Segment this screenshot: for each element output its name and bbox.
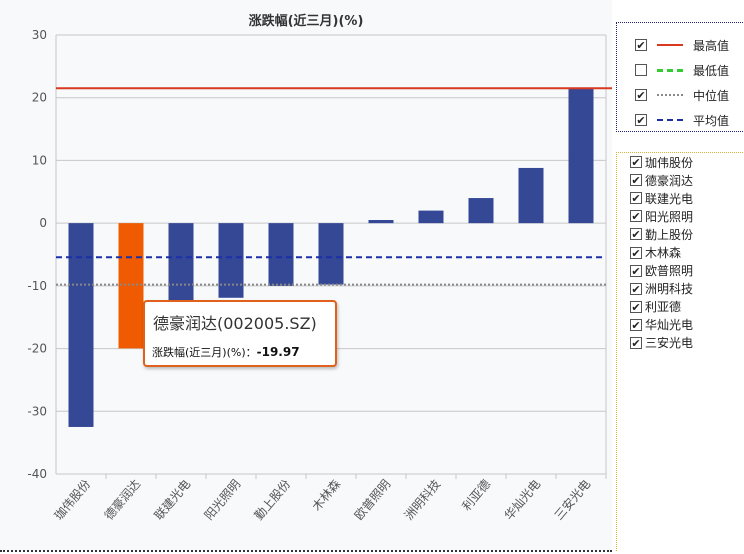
x-tick-label: 华灿光电	[502, 477, 544, 523]
y-tick-label: 30	[32, 28, 47, 42]
checkbox[interactable]: ✔	[630, 246, 642, 260]
tooltip-title: 德豪润达(002005.SZ)	[153, 314, 317, 333]
tooltip: 德豪润达(002005.SZ) 涨跌幅(近三月)(%)：-19.97	[143, 300, 337, 367]
series-label: 利亚德	[645, 300, 682, 315]
bar	[518, 167, 544, 224]
checkbox[interactable]: ✔	[630, 300, 642, 314]
checkbox[interactable]: ✔	[635, 114, 647, 127]
y-tick-label: -30	[27, 404, 47, 418]
series-legend-item[interactable]: ✔ 勤上股份	[617, 225, 744, 243]
checkbox[interactable]: ✔	[630, 210, 642, 224]
line-swatch-icon	[657, 94, 683, 96]
line-swatch-icon	[657, 44, 683, 46]
legend-item-max[interactable]: ✔ 最高值	[635, 35, 729, 55]
series-legend-item[interactable]: ✔ 洲明科技	[617, 280, 744, 298]
legend-label: 最低值	[693, 63, 730, 78]
series-legend-item[interactable]: ✔ 珈伟股份	[617, 153, 744, 171]
line-swatch-icon	[657, 68, 683, 72]
legend-label: 平均值	[693, 113, 730, 128]
y-tick-label: -10	[27, 279, 47, 293]
bar	[68, 223, 94, 427]
x-tick-label: 欧普照明	[352, 477, 394, 523]
checkbox[interactable]: ✔	[630, 156, 642, 170]
tooltip-line: 涨跌幅(近三月)(%)：-19.97	[152, 344, 300, 360]
checkbox[interactable]: ✔	[635, 89, 647, 102]
x-tick-label: 勤上股份	[252, 477, 294, 523]
bar	[218, 223, 244, 298]
chart-title: 涨跌幅(近三月)(%)	[248, 13, 364, 29]
series-label: 联建光电	[645, 191, 694, 206]
x-tick-label: 德豪润达	[101, 476, 143, 522]
series-legend-item[interactable]: ✔ 利亚德	[617, 298, 744, 316]
x-tick-label: 洲明科技	[402, 477, 444, 523]
checkbox[interactable]	[635, 64, 647, 76]
legend-label: 最高值	[693, 38, 730, 53]
bar	[168, 223, 194, 302]
chart-area: 涨跌幅(近三月)(%) 30 20 10 0 -10 -20 -30 -40 珈伟股份 德豪润达 联建…	[0, 13, 612, 552]
x-tick-label: 阳光照明	[202, 477, 244, 523]
bar-chart: 涨跌幅(近三月)(%) 30 20 10 0 -10 -20 -30 -40 珈伟股份 德豪润达 联建…	[27, 13, 612, 523]
bar	[418, 210, 444, 224]
x-tick-label: 利亚德	[459, 476, 494, 513]
series-legend-item[interactable]: ✔ 阳光照明	[617, 207, 744, 225]
series-label: 木林森	[645, 246, 682, 261]
checkbox[interactable]: ✔	[630, 264, 642, 278]
legend-label: 中位值	[693, 88, 730, 103]
checkbox[interactable]: ✔	[630, 174, 642, 188]
series-legend-item[interactable]: ✔ 三安光电	[617, 334, 744, 352]
series-label: 华灿光电	[645, 318, 694, 333]
checkbox[interactable]: ✔	[630, 192, 642, 206]
bar	[118, 223, 144, 349]
y-tick-label: 10	[32, 153, 47, 167]
checkbox[interactable]: ✔	[630, 318, 642, 332]
series-label: 欧普照明	[645, 264, 694, 279]
series-legend-item[interactable]: ✔ 联建光电	[617, 189, 744, 207]
tooltip-label: 涨跌幅(近三月)(%)：	[152, 346, 257, 359]
y-tick-label: 0	[39, 216, 47, 230]
bar	[468, 198, 494, 224]
series-legend-item[interactable]: ✔ 欧普照明	[617, 262, 744, 280]
x-tick-label: 珈伟股份	[52, 477, 94, 523]
series-label: 德豪润达	[645, 173, 694, 188]
series-label: 勤上股份	[645, 227, 694, 242]
bar	[568, 88, 594, 224]
reference-lines-legend: ✔ 最高值最低值 ✔ 中位值 ✔ 平均值	[616, 22, 744, 132]
x-tick-label: 木林森	[309, 476, 344, 513]
series-legend-item[interactable]: ✔ 木林森	[617, 243, 744, 261]
legend-item-min[interactable]: 最低值	[635, 60, 729, 80]
checkbox[interactable]: ✔	[630, 336, 642, 350]
series-legend: ✔ 珈伟股份 ✔ 德豪润达 ✔ 联建光电 ✔ 阳光照明 ✔ 勤上股份 ✔ 木林森 ✔ 欧普照明 ✔ 洲明科技 ✔…	[616, 152, 744, 551]
series-label: 洲明科技	[645, 282, 694, 297]
series-legend-item[interactable]: ✔ 德豪润达	[617, 171, 744, 189]
y-tick-label: -20	[27, 342, 47, 356]
x-tick-label: 三安光电	[551, 476, 593, 522]
tooltip-value: -19.97	[256, 345, 300, 359]
checkbox[interactable]: ✔	[635, 39, 647, 52]
y-tick-label: -40	[27, 467, 47, 481]
bar	[318, 223, 344, 285]
legend-item-mean[interactable]: ✔ 平均值	[635, 110, 729, 130]
bar	[268, 223, 294, 286]
series-label: 珈伟股份	[645, 155, 694, 170]
checkbox[interactable]: ✔	[630, 228, 642, 242]
legend-item-median[interactable]: ✔ 中位值	[635, 85, 729, 105]
series-legend-item[interactable]: ✔ 华灿光电	[617, 316, 744, 334]
line-swatch-icon	[657, 119, 683, 121]
checkbox[interactable]: ✔	[630, 282, 642, 296]
series-label: 阳光照明	[645, 209, 694, 224]
series-label: 三安光电	[645, 336, 694, 351]
bar	[368, 220, 394, 224]
x-tick-label: 联建光电	[152, 477, 194, 523]
y-tick-label: 20	[32, 91, 47, 105]
